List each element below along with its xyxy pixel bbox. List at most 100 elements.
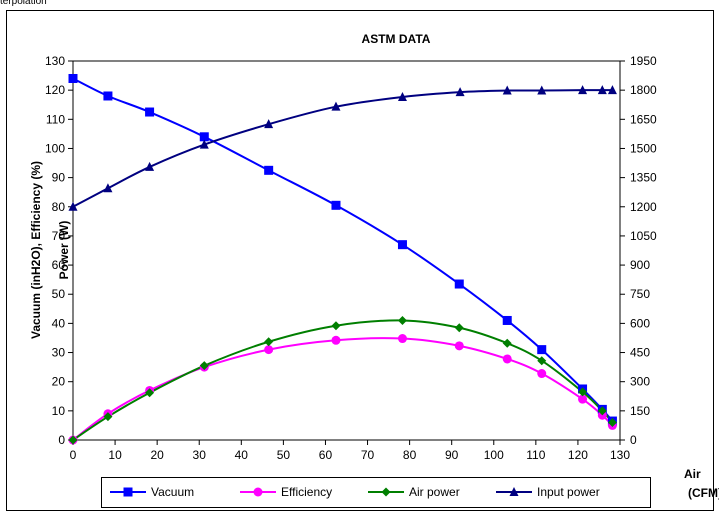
x-tick-label: 90 — [445, 448, 459, 462]
y-tick-label: 60 — [52, 258, 66, 272]
y2-tick-label: 0 — [630, 433, 637, 447]
data-point-air-power — [331, 321, 341, 331]
plot-area — [72, 60, 621, 441]
y-tick-label: 110 — [46, 112, 65, 126]
y2-tick-label: 150 — [630, 404, 650, 418]
y-axis-label: Vacuum (inH2O), Efficiency (%) — [29, 161, 43, 339]
y-tick-label: 90 — [52, 171, 66, 185]
y2-tick-label: 1500 — [630, 141, 657, 155]
data-point-air-power — [607, 418, 617, 428]
data-point-air-power — [454, 323, 464, 333]
data-point-air-power — [199, 361, 209, 371]
data-point-air-power — [397, 315, 407, 325]
data-point-vacuum — [454, 279, 464, 289]
data-point-efficiency — [331, 335, 341, 345]
data-point-vacuum — [68, 73, 78, 83]
page-caption: terpolation — [0, 0, 47, 7]
data-point-input-power — [502, 85, 512, 95]
data-point-efficiency — [537, 369, 547, 379]
y-tick-label: 40 — [52, 316, 66, 330]
data-point-vacuum — [537, 345, 547, 355]
y2-tick-label: 600 — [630, 316, 650, 330]
x-tick-label: 130 — [610, 448, 630, 462]
y-tick-label: 20 — [52, 375, 66, 389]
y-tick-label: 50 — [52, 287, 66, 301]
y2-tick-label: 750 — [630, 287, 650, 301]
data-point-input-power — [103, 183, 113, 193]
data-point-vacuum — [502, 315, 512, 325]
y2-axis-label: Power (W) — [57, 221, 71, 280]
data-point-input-power — [145, 161, 155, 171]
data-point-input-power — [597, 85, 607, 95]
data-point-vacuum — [199, 132, 209, 142]
data-point-air-power — [502, 338, 512, 348]
data-point-input-power — [578, 85, 588, 95]
x-axis-label-line1: Air — [684, 467, 701, 481]
x-tick-label: 60 — [319, 448, 333, 462]
x-tick-label: 110 — [526, 448, 545, 462]
legend-marker-air-power — [381, 487, 391, 497]
y2-tick-label: 1950 — [630, 54, 657, 68]
data-point-vacuum — [331, 200, 341, 210]
chart-title: ASTM DATA — [362, 32, 431, 46]
x-tick-label: 20 — [150, 448, 164, 462]
legend-marker-vacuum — [123, 487, 133, 497]
data-point-vacuum — [397, 240, 407, 250]
x-tick-label: 120 — [568, 448, 588, 462]
data-point-input-power — [397, 91, 407, 101]
y2-tick-label: 1200 — [630, 200, 657, 214]
y-tick-label: 70 — [52, 229, 66, 243]
data-point-efficiency — [502, 354, 512, 364]
x-tick-label: 30 — [193, 448, 207, 462]
legend-marker-input-power — [509, 487, 519, 496]
x-tick-label: 80 — [403, 448, 417, 462]
x-tick-label: 0 — [70, 448, 77, 462]
data-point-input-power — [537, 85, 547, 95]
data-point-input-power — [331, 101, 341, 111]
data-point-air-power — [578, 387, 588, 397]
x-axis-label: Air (CFM) — [684, 467, 719, 500]
legend-label-vacuum: Vacuum — [151, 485, 194, 499]
legend: Vacuum Efficiency Air power Input power — [101, 477, 651, 508]
y2-tick-label: 300 — [630, 375, 650, 389]
data-point-efficiency — [397, 334, 407, 344]
y2-tick-label: 1650 — [630, 112, 657, 126]
x-tick-label: 50 — [277, 448, 291, 462]
data-point-vacuum — [145, 107, 155, 117]
y-tick-label: 10 — [52, 404, 66, 418]
x-tick-label: 70 — [361, 448, 375, 462]
data-point-efficiency — [578, 394, 588, 404]
y2-tick-label: 1350 — [630, 171, 657, 185]
y2-tick-label: 1800 — [630, 83, 657, 97]
y-tick-label: 120 — [45, 83, 65, 97]
legend-label-input-power: Input power — [537, 485, 600, 499]
data-point-air-power — [103, 412, 113, 422]
data-point-input-power — [68, 201, 78, 211]
y2-tick-label: 900 — [630, 258, 650, 272]
y-tick-label: 30 — [52, 346, 66, 360]
y2-tick-label: 1050 — [630, 229, 657, 243]
data-point-air-power — [264, 337, 274, 347]
y-tick-label: 100 — [45, 141, 65, 155]
data-point-air-power — [597, 406, 607, 416]
data-point-vacuum — [264, 165, 274, 175]
x-tick-label: 10 — [108, 448, 122, 462]
legend-marker-efficiency — [253, 487, 263, 497]
data-point-air-power — [145, 388, 155, 398]
data-point-input-power — [607, 85, 617, 95]
legend-label-efficiency: Efficiency — [281, 485, 332, 499]
y-tick-label: 0 — [58, 433, 65, 447]
x-tick-label: 100 — [484, 448, 504, 462]
data-point-efficiency — [454, 341, 464, 351]
data-point-vacuum — [103, 91, 113, 101]
data-point-input-power — [455, 87, 465, 97]
data-point-input-power — [264, 119, 274, 129]
x-tick-label: 40 — [235, 448, 249, 462]
data-point-air-power — [68, 435, 78, 445]
y-tick-label: 130 — [45, 54, 65, 68]
y-tick-label: 80 — [52, 200, 66, 214]
y2-tick-label: 450 — [630, 346, 650, 360]
legend-label-air-power: Air power — [409, 485, 460, 499]
data-point-efficiency — [264, 345, 274, 355]
